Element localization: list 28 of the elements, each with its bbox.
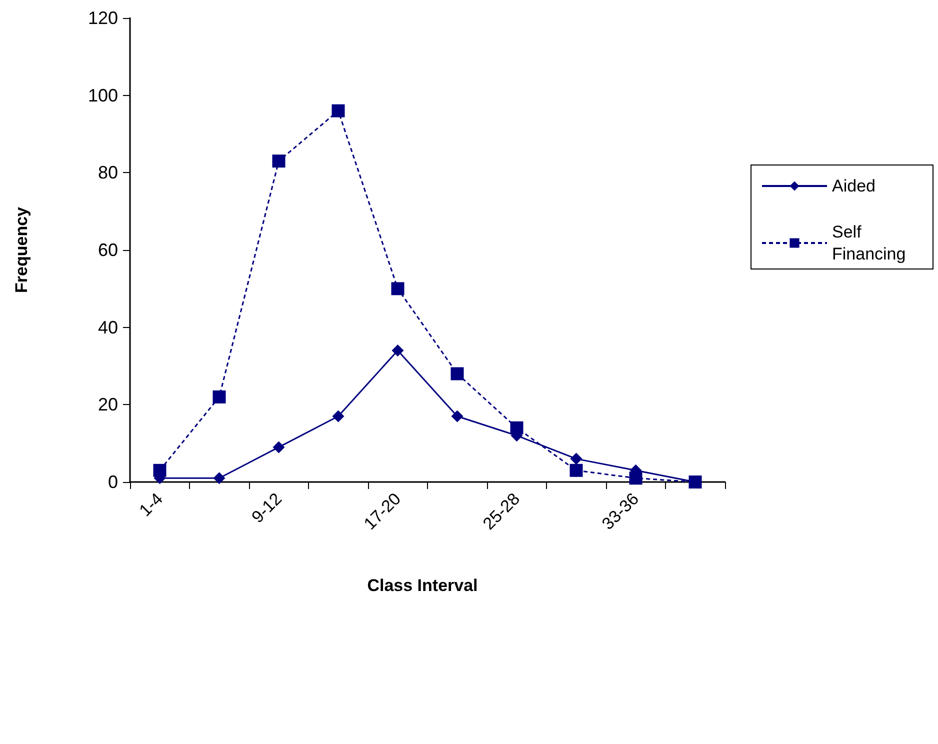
point <box>510 421 524 434</box>
point <box>451 410 464 422</box>
point <box>629 472 642 485</box>
y-tick-label: 80 <box>98 162 118 183</box>
point <box>332 104 345 118</box>
legend-label: Aided <box>832 176 876 196</box>
point <box>153 464 166 477</box>
point <box>272 154 286 168</box>
point <box>212 390 226 404</box>
x-tick-label: 1-4 <box>136 489 166 520</box>
point <box>450 367 464 380</box>
point <box>332 410 344 422</box>
point <box>272 441 285 454</box>
point <box>391 282 404 296</box>
y-tick-label: 40 <box>98 317 118 338</box>
y-tick-label: 120 <box>88 8 118 28</box>
y-tick-label: 20 <box>98 394 118 415</box>
y-axis-title: Frequency <box>12 206 31 293</box>
x-axis-title: Class Interval <box>367 576 478 595</box>
y-tick-label: 100 <box>88 85 118 106</box>
point <box>213 472 226 484</box>
y-tick-label: 0 <box>108 472 118 492</box>
y-tick-label: 60 <box>98 240 118 260</box>
point <box>570 464 583 477</box>
x-tick-label: 9-12 <box>248 489 286 527</box>
point <box>570 452 582 465</box>
legend-label: Self Financing <box>832 222 906 264</box>
point <box>392 344 404 357</box>
